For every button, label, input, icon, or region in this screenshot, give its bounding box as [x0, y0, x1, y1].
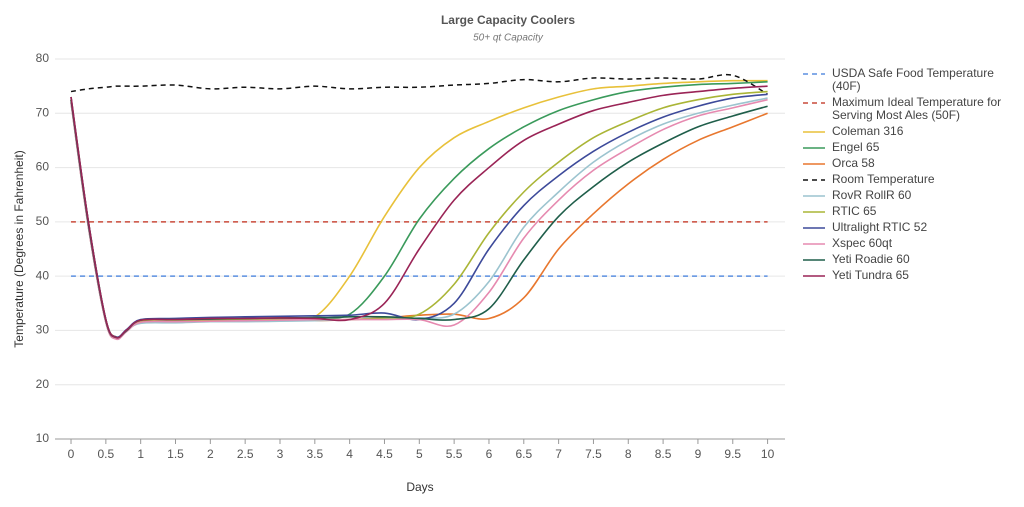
series-line	[70, 79, 768, 339]
y-tick-label: 40	[36, 268, 50, 282]
x-tick-label: 7	[555, 447, 562, 461]
chart-subtitle: 50+ qt Capacity	[473, 33, 544, 44]
legend-swatch	[803, 259, 825, 261]
legend-label: Room Temperature	[832, 172, 935, 186]
legend-item: USDA Safe Food Temperature (40F)	[802, 67, 1007, 93]
x-tick-label: 2.5	[237, 447, 254, 461]
legend-label: Coleman 316	[832, 124, 904, 138]
y-tick-label: 10	[36, 431, 50, 445]
x-tick-label: 4	[346, 447, 353, 461]
legend-label: Xspec 60qt	[832, 236, 893, 250]
legend-item: RTIC 65	[802, 205, 1007, 218]
x-tick-label: 8.5	[655, 447, 672, 461]
x-tick-label: 5	[416, 447, 423, 461]
x-tick-label: 1.5	[167, 447, 184, 461]
legend-label: Engel 65	[832, 140, 880, 154]
y-tick-label: 20	[36, 377, 50, 391]
x-tick-label: 7.5	[585, 447, 602, 461]
legend-label: RTIC 65	[832, 204, 877, 218]
x-tick-label: 3	[277, 447, 284, 461]
legend-swatch	[803, 195, 825, 197]
x-tick-label: 10	[761, 447, 775, 461]
legend-swatch	[803, 227, 825, 229]
legend-item: Yeti Roadie 60	[802, 253, 1007, 266]
legend-swatch	[803, 147, 825, 149]
legend-label: Yeti Tundra 65	[832, 268, 909, 282]
y-tick-label: 80	[36, 51, 50, 65]
x-tick-label: 9.5	[724, 447, 741, 461]
series-line	[70, 102, 768, 340]
y-tick-label: 60	[36, 160, 50, 174]
x-tick-label: 2	[207, 447, 214, 461]
x-tick-label: 9	[695, 447, 702, 461]
y-tick-label: 30	[36, 323, 50, 337]
y-tick-label: 50	[36, 214, 50, 228]
legend-item: Ultralight RTIC 52	[802, 221, 1007, 234]
legend-item: Room Temperature	[802, 173, 1007, 186]
legend-label: Ultralight RTIC 52	[832, 220, 928, 234]
series-line	[70, 90, 768, 340]
series-line	[70, 98, 768, 341]
legend-swatch	[803, 179, 825, 181]
legend-label: Yeti Roadie 60	[832, 252, 910, 266]
legend-item: Engel 65	[802, 141, 1007, 154]
legend-item: RovR RollR 60	[802, 189, 1007, 202]
chart-title: Large Capacity Coolers	[441, 13, 575, 27]
legend-swatch	[803, 102, 825, 104]
series-line	[70, 85, 768, 339]
y-axis-label: Temperature (Degrees in Fahrenheit)	[12, 150, 26, 347]
legend-item: Orca 58	[802, 157, 1007, 170]
x-tick-label: 1	[137, 447, 144, 461]
y-tick-label: 70	[36, 105, 50, 119]
legend-swatch	[803, 275, 825, 277]
x-tick-label: 0.5	[98, 447, 115, 461]
legend-label: Maximum Ideal Temperature for Serving Mo…	[832, 95, 1002, 122]
legend-swatch	[803, 73, 825, 75]
legend-swatch	[803, 131, 825, 133]
legend-item: Maximum Ideal Temperature for Serving Mo…	[802, 96, 1007, 122]
x-tick-label: 3.5	[306, 447, 323, 461]
x-tick-label: 8	[625, 447, 632, 461]
legend-label: RovR RollR 60	[832, 188, 912, 202]
legend-item: Xspec 60qt	[802, 237, 1007, 250]
x-tick-label: 5.5	[446, 447, 463, 461]
x-tick-label: 6.5	[515, 447, 532, 461]
legend-swatch	[803, 211, 825, 213]
legend-swatch	[803, 243, 825, 245]
series-line	[70, 93, 768, 338]
legend: USDA Safe Food Temperature (40F) Maximum …	[802, 67, 1007, 285]
x-tick-label: 4.5	[376, 447, 393, 461]
x-axis-label: Days	[406, 480, 433, 494]
legend-label: USDA Safe Food Temperature (40F)	[832, 66, 994, 93]
x-tick-label: 0	[68, 447, 75, 461]
legend-item: Coleman 316	[802, 125, 1007, 138]
series-line	[70, 81, 768, 340]
x-tick-label: 6	[486, 447, 493, 461]
legend-swatch	[803, 163, 825, 165]
series-line	[70, 73, 768, 95]
legend-label: Orca 58	[832, 156, 875, 170]
legend-item: Yeti Tundra 65	[802, 269, 1007, 282]
